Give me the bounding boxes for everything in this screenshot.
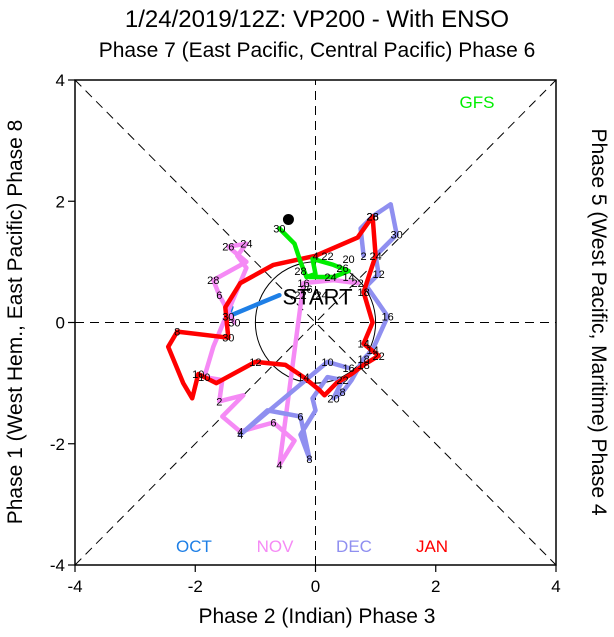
day-label: 22 [294, 290, 306, 302]
day-label: 14 [342, 272, 354, 284]
day-label: 12 [373, 269, 385, 281]
day-label: 30 [273, 224, 285, 236]
x-tick-label: 4 [551, 577, 560, 596]
day-label: 22 [336, 375, 348, 387]
diagonal-guide [74, 79, 557, 566]
day-label: 24 [240, 239, 252, 251]
day-label: 6 [297, 411, 303, 423]
day-label: 8 [306, 454, 312, 466]
series-line-dec [238, 202, 399, 462]
day-label: 22 [321, 251, 333, 263]
model-label: GFS [460, 93, 495, 112]
day-label: 10 [192, 369, 204, 381]
day-label: 26 [336, 263, 348, 275]
legend-label-nov: NOV [257, 537, 295, 556]
day-label: 18 [357, 354, 369, 366]
day-label: 14 [297, 372, 309, 384]
day-label: 22 [351, 278, 363, 290]
day-label: 28 [294, 266, 306, 278]
day-label: 16 [297, 278, 309, 290]
day-label: 26 [222, 242, 234, 254]
chart-title: 1/24/2019/12Z: VP200 - With ENSO [125, 6, 509, 33]
day-label: 6 [216, 290, 222, 302]
legend-label-dec: DEC [336, 537, 372, 556]
day-label: 6 [270, 418, 276, 430]
day-label: 8 [339, 387, 345, 399]
day-label: 28 [366, 211, 378, 223]
day-label: 4 [237, 430, 243, 442]
day-label: 4 [312, 251, 318, 263]
legend-label-jan: JAN [416, 537, 448, 556]
day-label: 26 [300, 284, 312, 296]
x-tick-label: -2 [188, 577, 203, 596]
day-label: 4 [237, 427, 243, 439]
day-label: 28 [207, 275, 219, 287]
day-label: 18 [357, 360, 369, 372]
day-label: 2 [361, 251, 367, 263]
y-tick-label: -4 [50, 556, 65, 575]
series-line-gfs [277, 226, 351, 280]
day-label: 30 [222, 311, 234, 323]
day-label: 30 [222, 333, 234, 345]
day-label: 14 [366, 345, 378, 357]
x-tick-label: 0 [311, 577, 320, 596]
day-label: 18 [357, 287, 369, 299]
day-label: 14 [357, 339, 369, 351]
day-label: 16 [382, 311, 394, 323]
series-layer [165, 202, 399, 468]
day-label: 8 [174, 327, 180, 339]
y-axis-label-left: Phase 1 (West Hem., East Pacific) Phase … [4, 120, 27, 525]
series-line-jan [165, 214, 381, 401]
day-label: 24 [315, 290, 327, 302]
y-tick-label: 2 [56, 192, 65, 211]
day-label: 30 [228, 318, 240, 330]
day-label: 16 [342, 363, 354, 375]
diagonal-guide [74, 79, 557, 566]
y-axis-label-right: Phase 5 (West Pacific, Maritime) Phase 4 [587, 128, 610, 515]
y-tick-label: 0 [56, 314, 65, 333]
day-label: 2 [216, 396, 222, 408]
day-label: 24 [370, 251, 382, 263]
day-label: 4 [276, 460, 282, 472]
current-point-marker [282, 213, 294, 225]
day-label: 26 [366, 211, 378, 223]
legend-label-oct: OCT [176, 537, 212, 556]
day-label: 12 [249, 357, 261, 369]
day-label: 20 [342, 254, 354, 266]
x-axis-label: Phase 2 (Indian) Phase 3 [199, 605, 436, 628]
day-label: 10 [198, 372, 210, 384]
day-label: 22 [373, 351, 385, 363]
day-label: 24 [324, 272, 336, 284]
y-tick-label: -2 [50, 435, 65, 454]
chart-subtitle: Phase 7 (East Pacific, Central Pacific) … [99, 39, 536, 62]
x-tick-label: 2 [431, 577, 440, 596]
legend: OCT NOV DEC JAN GFS [176, 93, 494, 556]
x-tick-label: -4 [67, 577, 82, 596]
day-label: 30 [391, 230, 403, 242]
day-label: 10 [321, 357, 333, 369]
start-label: START [282, 284, 352, 309]
y-tick-label: 4 [56, 71, 65, 90]
day-label: 20 [327, 393, 339, 405]
